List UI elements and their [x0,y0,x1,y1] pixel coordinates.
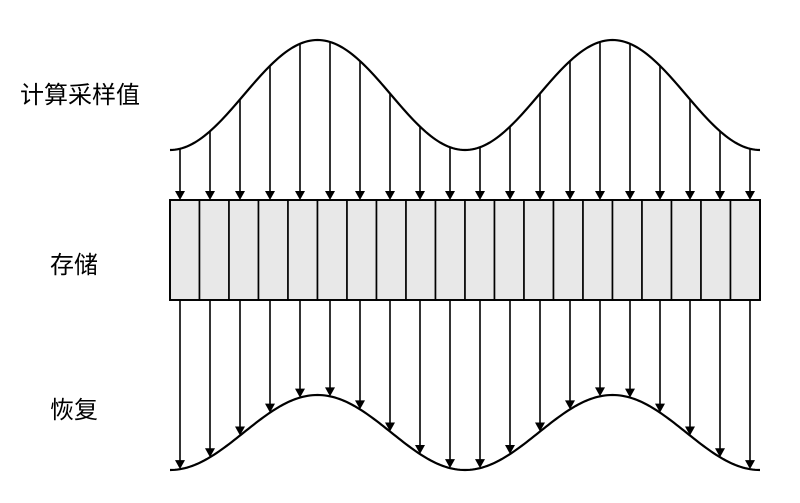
label-restore: 恢复 [50,390,98,425]
label-sampling: 计算采样值 [20,75,140,110]
label-storage: 存储 [50,245,98,280]
diagram-container: 计算采样值 存储 恢复 [20,20,780,483]
